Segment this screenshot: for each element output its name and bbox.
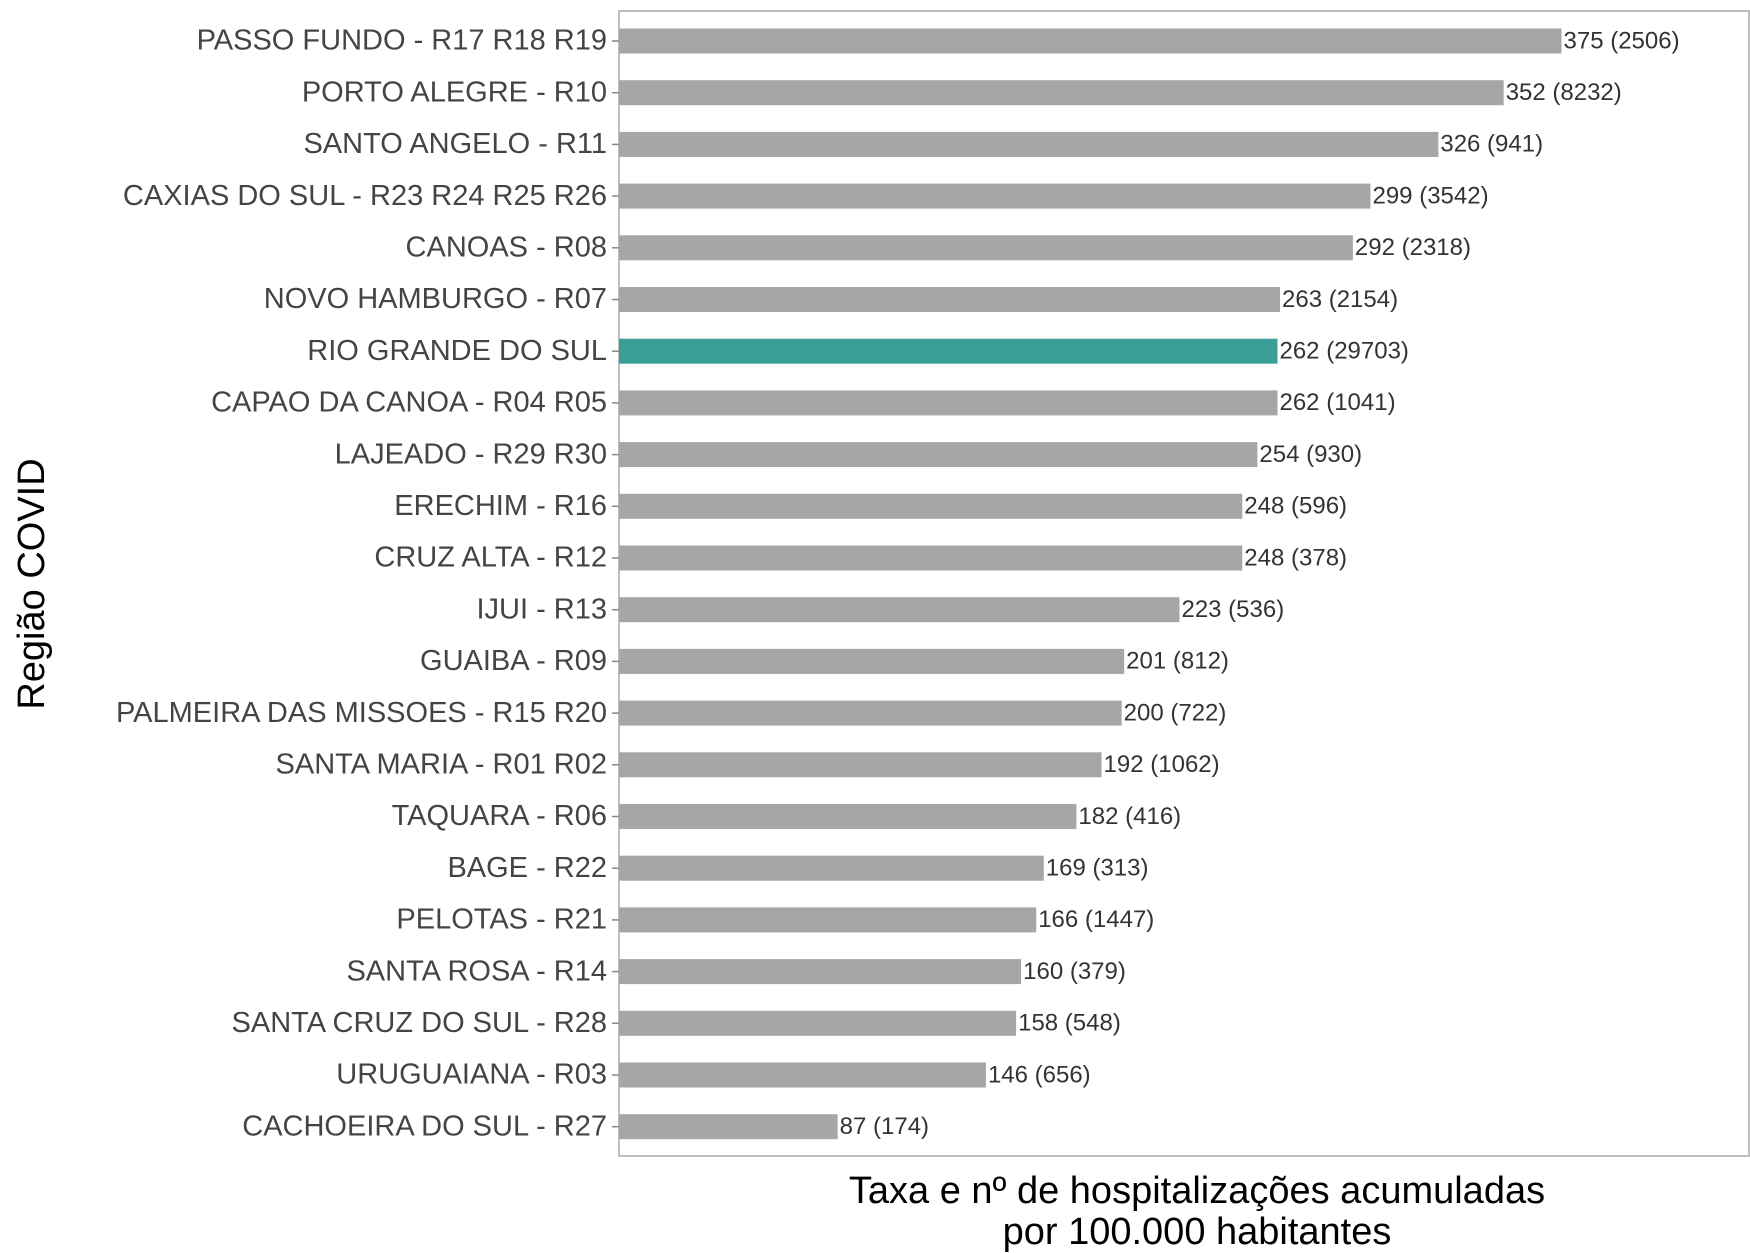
bar bbox=[619, 855, 1044, 881]
value-label: 299 (3542) bbox=[1372, 182, 1488, 209]
bar bbox=[619, 80, 1504, 106]
value-label: 158 (548) bbox=[1018, 1010, 1121, 1037]
value-label: 169 (313) bbox=[1046, 855, 1149, 882]
value-label: 262 (29703) bbox=[1279, 338, 1408, 365]
bar bbox=[619, 752, 1102, 778]
bar bbox=[619, 1114, 838, 1140]
y-tick-label: PASSO FUNDO - R17 R18 R19 bbox=[197, 25, 607, 57]
bar bbox=[619, 338, 1278, 364]
value-label: 166 (1447) bbox=[1038, 906, 1154, 933]
value-label: 248 (378) bbox=[1244, 544, 1347, 571]
bar bbox=[619, 131, 1439, 157]
x-axis-title: Taxa e nº de hospitalizações acumuladas bbox=[849, 1170, 1545, 1212]
value-label: 326 (941) bbox=[1440, 131, 1543, 158]
y-tick-label: RIO GRANDE DO SUL bbox=[307, 335, 607, 367]
y-tick-label: SANTA CRUZ DO SUL - R28 bbox=[232, 1007, 607, 1039]
bar bbox=[619, 597, 1180, 623]
y-tick-label: PELOTAS - R21 bbox=[396, 904, 607, 936]
value-label: 262 (1041) bbox=[1279, 389, 1395, 416]
y-tick-label: GUAIBA - R09 bbox=[420, 645, 607, 677]
value-label: 352 (8232) bbox=[1506, 79, 1622, 106]
value-label: 248 (596) bbox=[1244, 493, 1347, 520]
bar bbox=[619, 28, 1562, 54]
value-label: 182 (416) bbox=[1078, 803, 1181, 830]
bar bbox=[619, 493, 1243, 519]
value-label: 263 (2154) bbox=[1282, 286, 1398, 313]
y-tick-label: PALMEIRA DAS MISSOES - R15 R20 bbox=[116, 697, 607, 729]
bar bbox=[619, 804, 1077, 829]
bar bbox=[619, 648, 1125, 674]
bar bbox=[619, 907, 1037, 933]
value-label: 201 (812) bbox=[1126, 648, 1229, 675]
value-label: 375 (2506) bbox=[1564, 27, 1680, 54]
y-axis-title: Região COVID bbox=[11, 458, 53, 709]
y-tick-label: LAJEADO - R29 R30 bbox=[335, 438, 607, 470]
bar bbox=[619, 287, 1281, 312]
y-tick-label: BAGE - R22 bbox=[447, 852, 607, 884]
bar bbox=[619, 235, 1353, 261]
value-label: 192 (1062) bbox=[1104, 751, 1220, 778]
y-tick-label: CAPAO DA CANOA - R04 R05 bbox=[211, 387, 607, 419]
y-tick-label: CRUZ ALTA - R12 bbox=[374, 542, 607, 574]
y-tick-label: SANTA ROSA - R14 bbox=[346, 955, 607, 987]
bar bbox=[619, 545, 1243, 571]
y-tick-label: CAXIAS DO SUL - R23 R24 R25 R26 bbox=[123, 180, 607, 212]
y-tick-label: TAQUARA - R06 bbox=[392, 800, 607, 832]
value-label: 87 (174) bbox=[840, 1113, 929, 1140]
y-tick-label: SANTO ANGELO - R11 bbox=[303, 128, 607, 160]
value-label: 254 (930) bbox=[1259, 441, 1362, 468]
bar bbox=[619, 390, 1278, 416]
y-tick-label: NOVO HAMBURGO - R07 bbox=[264, 283, 607, 315]
y-tick-label: IJUI - R13 bbox=[476, 593, 607, 625]
value-label: 223 (536) bbox=[1181, 596, 1284, 623]
bar bbox=[619, 1010, 1017, 1036]
value-label: 146 (656) bbox=[988, 1061, 1091, 1088]
value-label: 160 (379) bbox=[1023, 958, 1126, 985]
bar bbox=[619, 700, 1122, 726]
y-tick-label: PORTO ALEGRE - R10 bbox=[302, 76, 607, 108]
bar bbox=[619, 442, 1258, 468]
bar bbox=[619, 959, 1022, 985]
bar bbox=[619, 183, 1371, 209]
value-label: 200 (722) bbox=[1124, 699, 1227, 726]
y-tick-label: CACHOEIRA DO SUL - R27 bbox=[242, 1110, 607, 1142]
panel-border bbox=[618, 10, 1750, 1157]
y-tick-label: ERECHIM - R16 bbox=[394, 490, 607, 522]
y-tick-label: URUGUAIANA - R03 bbox=[336, 1059, 607, 1091]
x-axis-title: por 100.000 habitantes bbox=[1003, 1211, 1392, 1253]
bar bbox=[619, 1062, 986, 1088]
value-label: 292 (2318) bbox=[1355, 234, 1471, 261]
y-tick-label: CANOAS - R08 bbox=[406, 231, 607, 263]
y-tick-label: SANTA MARIA - R01 R02 bbox=[276, 748, 607, 780]
